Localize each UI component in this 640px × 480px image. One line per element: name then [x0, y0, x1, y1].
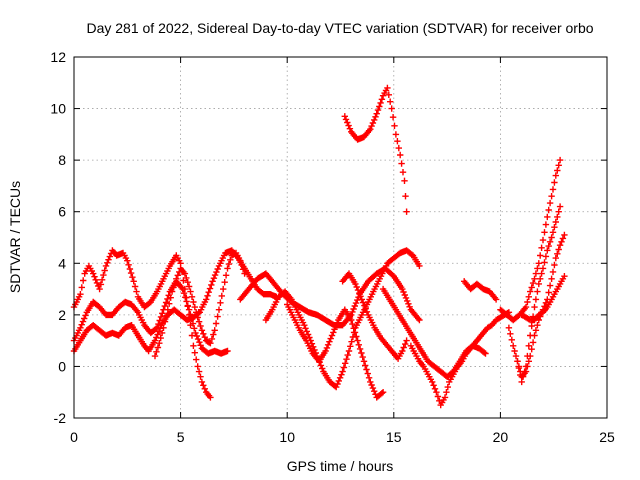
series-trace-j	[379, 285, 489, 380]
series-trace-g	[284, 301, 387, 401]
y-tick-label-4: 4	[58, 255, 66, 271]
marks-trace-g	[284, 301, 387, 401]
y-tick-label-12: 12	[50, 49, 66, 65]
marks-trace-p	[518, 273, 568, 324]
series-trace-p	[518, 273, 568, 324]
series-trace-l	[461, 278, 500, 303]
series-trace-o	[514, 231, 568, 380]
y-tick-label-10: 10	[50, 101, 66, 117]
y-tick-label-6: 6	[58, 204, 66, 220]
plot-frame	[73, 56, 608, 419]
x-tick-label-25: 25	[599, 429, 615, 445]
chart-title: Day 281 of 2022, Sidereal Day-to-day VTE…	[86, 20, 593, 36]
y-tick-label-2: 2	[58, 307, 66, 323]
marks-trace-f	[262, 247, 423, 391]
marks-trace-h	[339, 270, 410, 362]
y-tick-label--2: -2	[54, 410, 67, 426]
series-trace-f	[262, 247, 423, 391]
x-tick-label-15: 15	[386, 429, 402, 445]
marks-trace-o	[514, 231, 568, 380]
x-tick-label-20: 20	[493, 429, 509, 445]
x-tick-label-10: 10	[279, 429, 295, 445]
marks-trace-i	[341, 84, 410, 215]
series-trace-k	[407, 309, 513, 409]
y-tick-label-8: 8	[58, 152, 66, 168]
marks-trace-d	[151, 249, 248, 360]
axis-ticks	[73, 56, 608, 419]
series-trace-d	[151, 249, 248, 360]
series-trace-h	[339, 270, 410, 362]
marks-trace-j	[379, 285, 489, 380]
y-tick-label-0: 0	[58, 358, 66, 374]
series-trace-i	[341, 84, 410, 215]
marks-trace-k	[407, 309, 513, 409]
data-points	[70, 84, 568, 409]
y-axis-title: SDTVAR / TECUs	[7, 181, 23, 293]
x-tick-label-5: 5	[177, 429, 185, 445]
x-axis-title: GPS time / hours	[287, 458, 394, 474]
x-tick-label-0: 0	[70, 429, 78, 445]
marks-trace-l	[461, 278, 500, 303]
